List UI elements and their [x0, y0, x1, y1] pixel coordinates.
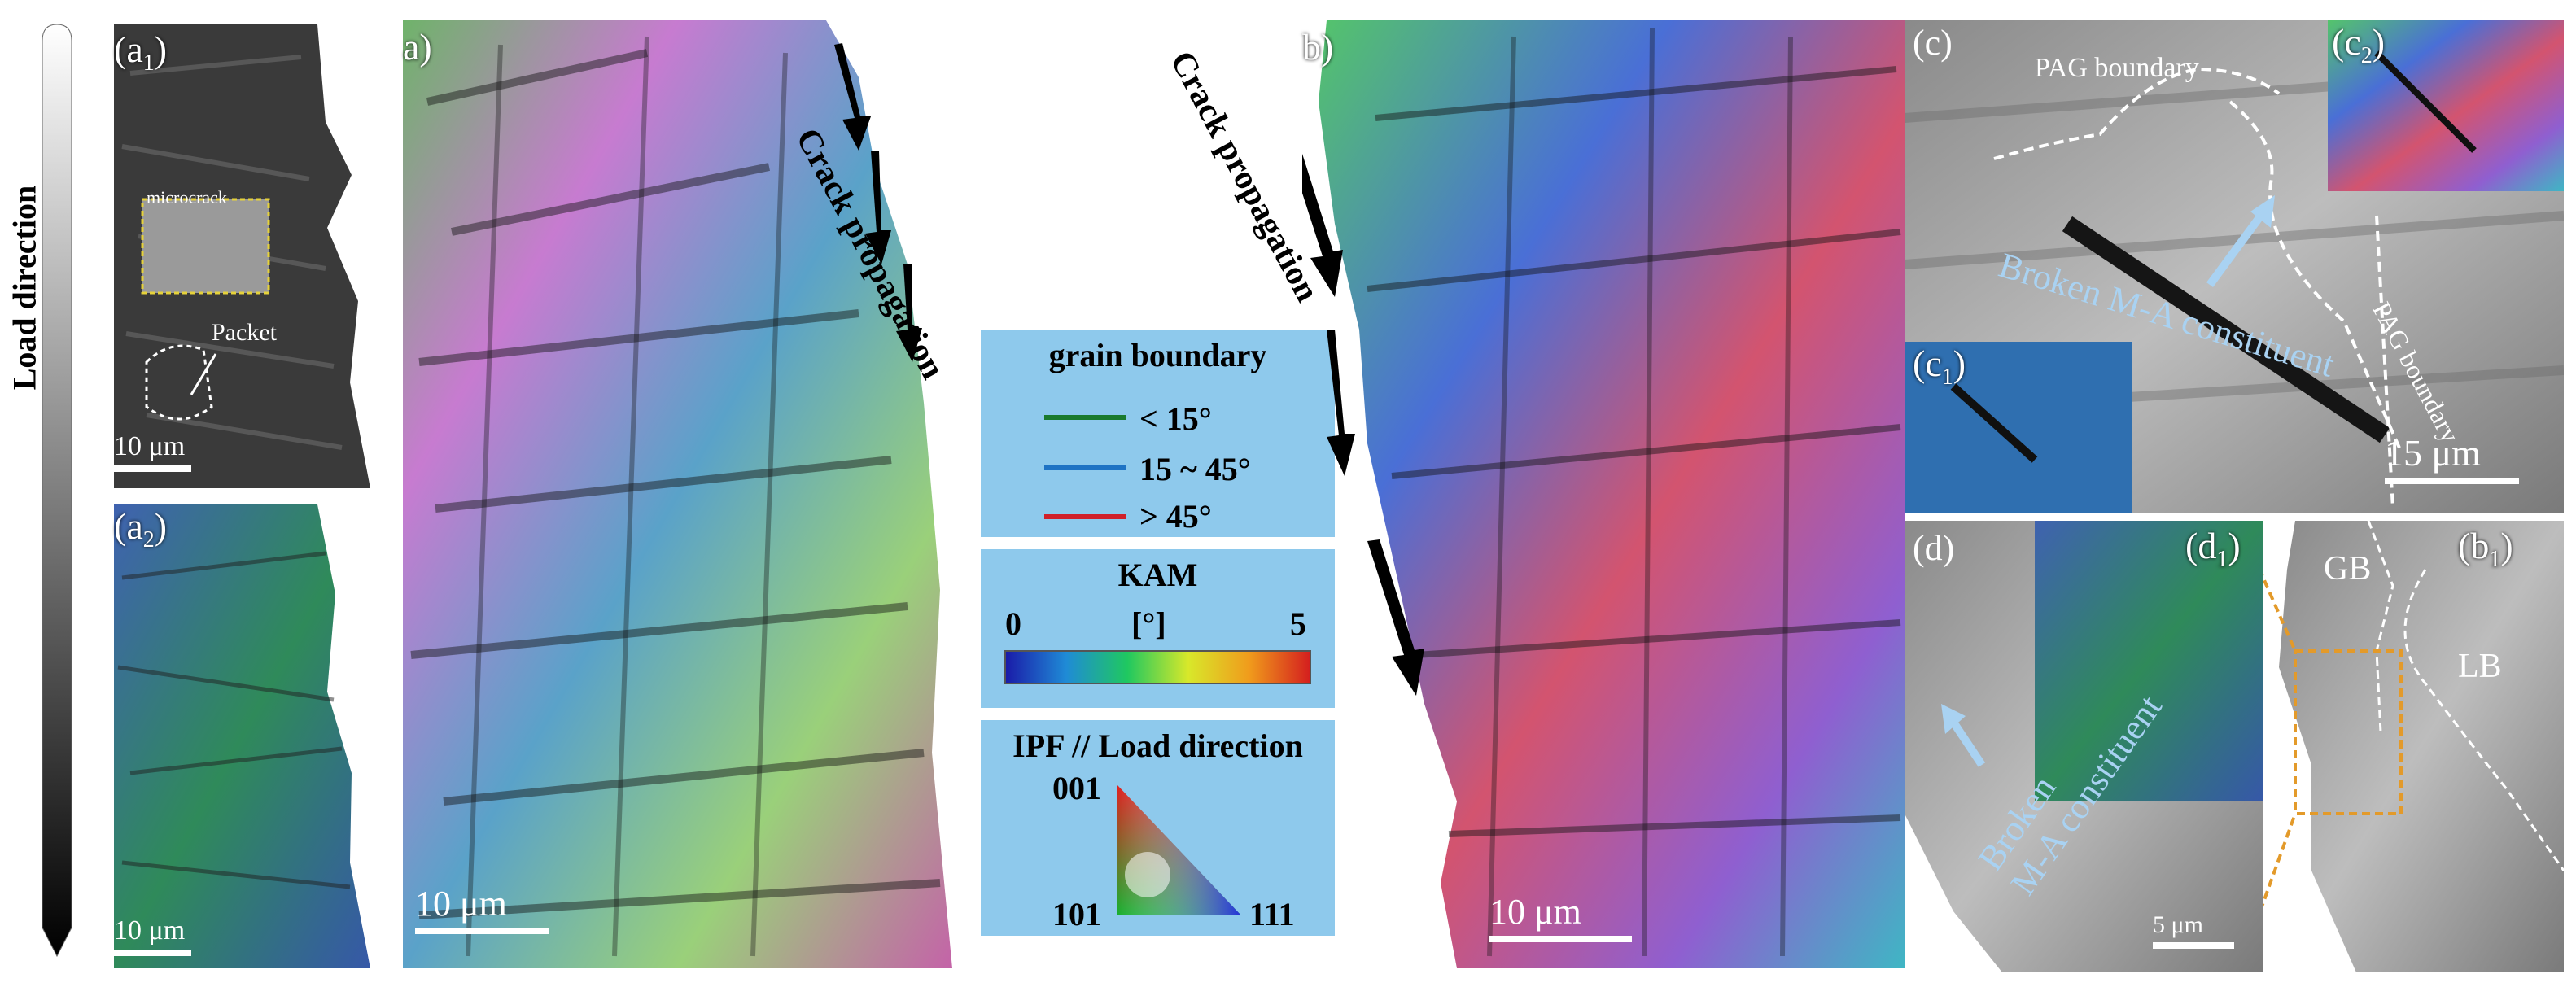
- panel-d1-inset: [2035, 521, 2263, 801]
- ipf-001: 001: [1052, 770, 1101, 806]
- legend-ipf: IPF // Load direction 001 101 111: [981, 720, 1335, 936]
- panel-b-ebsd-map: [1319, 20, 1905, 968]
- packet-outline: [145, 344, 213, 421]
- pag-boundary-2: [2228, 100, 2403, 452]
- grain-boundary-title: grain boundary: [1048, 337, 1267, 373]
- panel-d: (d) (d1) Broken M-A constituent 5 μm: [1905, 521, 2279, 972]
- lb-boundary: [2403, 569, 2564, 871]
- panel-d-label: (d): [1913, 528, 1955, 568]
- panel-a-ebsd-map: [403, 20, 952, 968]
- panel-a1-scale: 10 μm: [114, 431, 191, 472]
- panel-d1-label: (d1): [2185, 525, 2241, 573]
- panel-a2: (a2) 10 μm: [114, 504, 383, 968]
- zoom-box: [2294, 649, 2403, 815]
- broken-ma-arrow: [2206, 205, 2271, 287]
- kam-colorbar: [1004, 650, 1311, 684]
- packet-label: Packet: [212, 319, 277, 346]
- gb-boundary: [2367, 521, 2394, 733]
- kam-max: 5: [1290, 605, 1306, 642]
- pag-boundary-1: [1993, 67, 2281, 160]
- zoom-line-top: [2263, 572, 2297, 652]
- panel-c-label: (c): [1913, 23, 1953, 63]
- panel-b1-label: (b1): [2458, 525, 2513, 573]
- kam-title: KAM: [1117, 557, 1198, 593]
- panel-a1-label: (a1): [114, 28, 168, 76]
- panel-c-scale: 15 μm: [2385, 431, 2519, 484]
- lb-label: LB: [2458, 648, 2502, 685]
- gb-label-high: > 45°: [1139, 498, 1212, 535]
- zoom-line-bottom: [2263, 813, 2297, 910]
- panel-a-label: a): [403, 26, 432, 68]
- panel-c2-inset: [2328, 20, 2564, 191]
- panel-b: b) 10 μm: [1302, 20, 1905, 968]
- panel-b1: (b1) GB LB: [2263, 521, 2564, 972]
- microcrack-box: [141, 198, 270, 295]
- panel-a2-scale: 10 μm: [114, 915, 191, 956]
- ipf-101: 101: [1052, 896, 1101, 932]
- panel-b-scale: 10 μm: [1489, 891, 1632, 942]
- crack-line: [2062, 216, 2390, 443]
- panel-a: a) 10 μm: [403, 20, 973, 968]
- pag-boundary-3: [2375, 215, 2394, 509]
- gb-label-mid: 15 ~ 45°: [1139, 451, 1251, 487]
- panel-d-scale: 5 μm: [2153, 911, 2234, 949]
- pag-boundary-label-1: PAG boundary: [2035, 53, 2199, 83]
- legend-grain-boundary: grain boundary < 15° 15 ~ 45° > 45°: [981, 330, 1335, 537]
- legend-kam: KAM 0 [°] 5: [981, 549, 1335, 708]
- panel-a2-kam-map: [114, 504, 370, 968]
- crack-arrows-a: [834, 43, 922, 362]
- crack-arrows-b: [1302, 153, 1424, 696]
- ipf-title: IPF // Load direction: [1012, 727, 1303, 764]
- panel-a2-label: (a2): [114, 505, 168, 553]
- panel-c2-label: (c2): [2332, 21, 2386, 69]
- panel-a-scale: 10 μm: [415, 883, 549, 934]
- kam-unit: [°]: [1131, 605, 1166, 642]
- microcrack-label: microcrack: [147, 187, 227, 207]
- kam-min: 0: [1005, 605, 1021, 642]
- load-direction-arrow: [42, 24, 72, 958]
- panel-c1-inset: [1905, 342, 2132, 513]
- panel-c1-label: (c1): [1913, 343, 1966, 391]
- panel-b-label: b): [1302, 26, 1334, 68]
- panel-c: (c) (c1) (c2) PAG boundary PAG boundary …: [1905, 20, 2564, 513]
- load-direction-label: Load direction: [6, 185, 43, 391]
- packet-pointer: [190, 353, 217, 395]
- load-direction-axis: Load direction: [0, 0, 114, 987]
- gb-label: GB: [2324, 550, 2372, 587]
- gb-label-low: < 15°: [1139, 400, 1212, 437]
- panel-b1-sem-image: [2279, 521, 2564, 972]
- panel-a1: (a1) microcrack Packet 10 μm: [114, 24, 383, 488]
- ipf-111: 111: [1249, 896, 1295, 932]
